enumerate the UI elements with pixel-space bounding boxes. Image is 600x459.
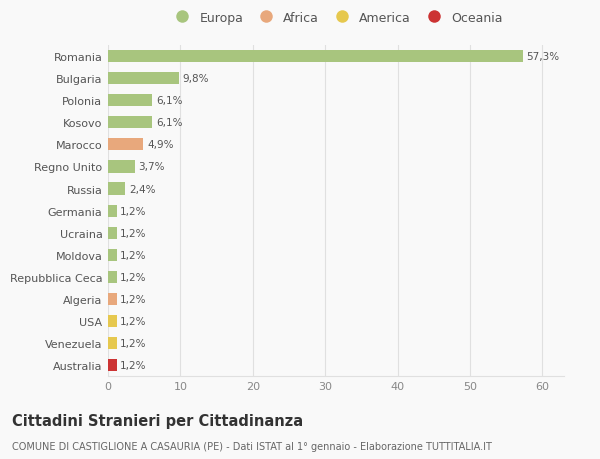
Text: 1,2%: 1,2% (121, 360, 147, 370)
Bar (108, 249, 116, 261)
Text: 1,2%: 1,2% (121, 272, 147, 282)
Text: 4,9%: 4,9% (147, 140, 173, 150)
Bar (108, 337, 116, 349)
Bar (108, 73, 179, 85)
Text: 1,2%: 1,2% (121, 294, 147, 304)
Bar (108, 95, 152, 107)
Bar (108, 161, 135, 173)
Bar (108, 227, 116, 239)
Text: 1,2%: 1,2% (121, 250, 147, 260)
Text: 2,4%: 2,4% (129, 184, 155, 194)
Text: 1,2%: 1,2% (121, 206, 147, 216)
Text: COMUNE DI CASTIGLIONE A CASAURIA (PE) - Dati ISTAT al 1° gennaio - Elaborazione : COMUNE DI CASTIGLIONE A CASAURIA (PE) - … (12, 441, 492, 451)
Bar (108, 293, 116, 305)
Bar (108, 139, 143, 151)
Text: 9,8%: 9,8% (182, 74, 209, 84)
Text: 1,2%: 1,2% (121, 228, 147, 238)
Bar (108, 271, 116, 283)
Text: 6,1%: 6,1% (156, 118, 182, 128)
Text: 57,3%: 57,3% (526, 52, 559, 62)
Text: 3,7%: 3,7% (139, 162, 165, 172)
Bar (108, 51, 523, 63)
Text: 1,2%: 1,2% (121, 316, 147, 326)
Bar (108, 205, 116, 217)
Text: 1,2%: 1,2% (121, 338, 147, 348)
Bar (108, 359, 116, 371)
Bar (108, 183, 125, 195)
Bar (108, 117, 152, 129)
Bar (108, 315, 116, 327)
Legend: Europa, Africa, America, Oceania: Europa, Africa, America, Oceania (164, 7, 508, 30)
Text: Cittadini Stranieri per Cittadinanza: Cittadini Stranieri per Cittadinanza (12, 413, 303, 428)
Text: 6,1%: 6,1% (156, 96, 182, 106)
